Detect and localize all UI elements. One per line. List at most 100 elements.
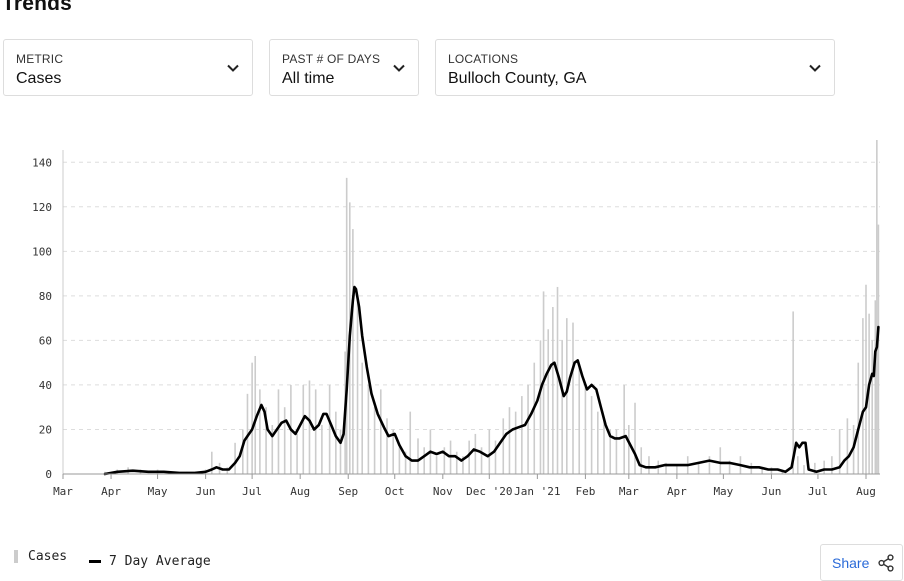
- legend-swatch-cases: [14, 550, 18, 563]
- cases-bar: [862, 318, 864, 474]
- cases-bar: [609, 429, 612, 474]
- x-tick-label: Nov: [433, 485, 453, 498]
- chevron-down-icon: [393, 64, 405, 72]
- cases-bar: [508, 407, 511, 474]
- x-tick-label: Jun: [196, 485, 216, 498]
- cases-bar: [242, 429, 244, 474]
- cases-bar: [876, 140, 878, 474]
- chart-legend: Cases 7 Day Average: [14, 549, 225, 569]
- average-line-path: [103, 285, 880, 476]
- cases-bar: [561, 340, 563, 474]
- cases-bar: [271, 425, 274, 474]
- cases-bar: [566, 318, 568, 474]
- y-tick-label: 20: [39, 423, 52, 436]
- days-value: All time: [282, 70, 335, 87]
- cases-bar: [443, 447, 446, 474]
- cases-bar: [417, 438, 419, 474]
- share-label: Share: [832, 555, 870, 571]
- x-tick-label: Apr: [667, 485, 687, 498]
- days-label: PAST # OF DAYS: [282, 52, 381, 66]
- y-tick-label: 100: [32, 245, 52, 258]
- cases-bar: [321, 425, 323, 474]
- cases-bar: [527, 384, 529, 474]
- legend-item-cases: Cases: [14, 549, 67, 564]
- x-tick-label: May: [148, 485, 168, 498]
- cases-bar: [603, 418, 605, 474]
- chevron-down-icon: [227, 64, 239, 72]
- y-tick-label: 120: [32, 201, 52, 214]
- cases-bar: [584, 384, 587, 474]
- y-tick-label: 140: [32, 156, 52, 169]
- x-tick-label: Aug: [290, 485, 310, 498]
- locations-dropdown[interactable]: LOCATIONS Bulloch County, GA: [435, 39, 835, 96]
- cases-bar: [373, 407, 376, 474]
- cases-bar: [648, 456, 650, 474]
- y-tick-label: 80: [39, 290, 52, 303]
- grid-lines: [63, 161, 880, 430]
- x-tick-label: Apr: [101, 485, 121, 498]
- cases-bar: [697, 462, 700, 474]
- cases-bar: [345, 177, 348, 474]
- cases-bar: [302, 384, 305, 474]
- cases-bar: [623, 384, 625, 474]
- cases-bar: [665, 462, 667, 474]
- cases-bar: [211, 451, 213, 474]
- cases-bar: [328, 384, 331, 474]
- cases-bar: [831, 456, 833, 474]
- x-tick-label: Jul: [242, 485, 262, 498]
- cases-bar: [533, 362, 536, 474]
- cases-bar: [539, 340, 542, 474]
- cases-bar: [865, 284, 867, 474]
- cases-bar: [339, 429, 342, 474]
- cases-bar: [838, 429, 841, 474]
- metric-dropdown[interactable]: METRIC Cases: [3, 39, 253, 96]
- cases-bar: [480, 447, 483, 474]
- cases-bar: [796, 456, 799, 474]
- cases-bar: [283, 407, 286, 474]
- cases-bar: [398, 447, 401, 474]
- cases-bar: [277, 389, 280, 474]
- share-icon: [878, 554, 894, 572]
- cases-bar: [356, 295, 359, 474]
- cases-bar: [409, 411, 412, 474]
- x-tick-label: Sep: [338, 485, 358, 498]
- cases-bar: [462, 456, 464, 474]
- cases-bar: [823, 460, 825, 474]
- x-tick-label: Oct: [385, 485, 405, 498]
- legend-label-cases: Cases: [28, 549, 68, 564]
- cases-bar: [251, 362, 253, 474]
- x-tick-label: Feb: [575, 485, 595, 498]
- cases-bar: [634, 402, 636, 474]
- cases-bar: [352, 229, 354, 474]
- x-tick-label: Jan '21: [514, 485, 560, 498]
- cases-bar: [615, 429, 618, 474]
- y-tick-label: 0: [45, 468, 52, 481]
- cases-bar: [379, 389, 382, 474]
- x-tick-label: Aug: [856, 485, 876, 498]
- days-dropdown[interactable]: PAST # OF DAYS All time: [269, 39, 419, 96]
- cases-bar: [474, 433, 477, 474]
- cases-bar: [708, 456, 711, 474]
- x-tick-label: Jun: [762, 485, 782, 498]
- cases-bar: [572, 322, 574, 474]
- x-tick-label: Mar: [619, 485, 639, 498]
- cases-bar: [455, 451, 458, 474]
- legend-swatch-average: [88, 560, 101, 563]
- locations-label: LOCATIONS: [448, 52, 519, 66]
- cases-bar: [361, 362, 363, 474]
- chart-axes: 0 20 40 60 80 100 120 140 Mar Apr May Jun Jul Aug Sep O…: [32, 150, 880, 498]
- cases-bar: [423, 447, 425, 474]
- cases-bar: [468, 440, 470, 474]
- x-tick-label: Dec '20: [466, 485, 512, 498]
- cases-bar: [846, 418, 849, 474]
- share-button[interactable]: Share: [820, 544, 903, 581]
- x-tick-label: May: [713, 485, 733, 498]
- cases-bar: [556, 286, 559, 474]
- cases-bar: [494, 440, 497, 474]
- page-title: Trends: [2, 0, 73, 15]
- cases-bar: [308, 380, 311, 474]
- cases-bar: [871, 340, 874, 474]
- cases-bar: [314, 389, 317, 474]
- cases-bar: [265, 407, 267, 474]
- cases-bar: [547, 329, 550, 474]
